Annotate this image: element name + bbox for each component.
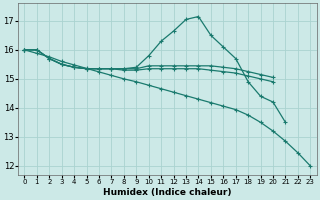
X-axis label: Humidex (Indice chaleur): Humidex (Indice chaleur): [103, 188, 232, 197]
